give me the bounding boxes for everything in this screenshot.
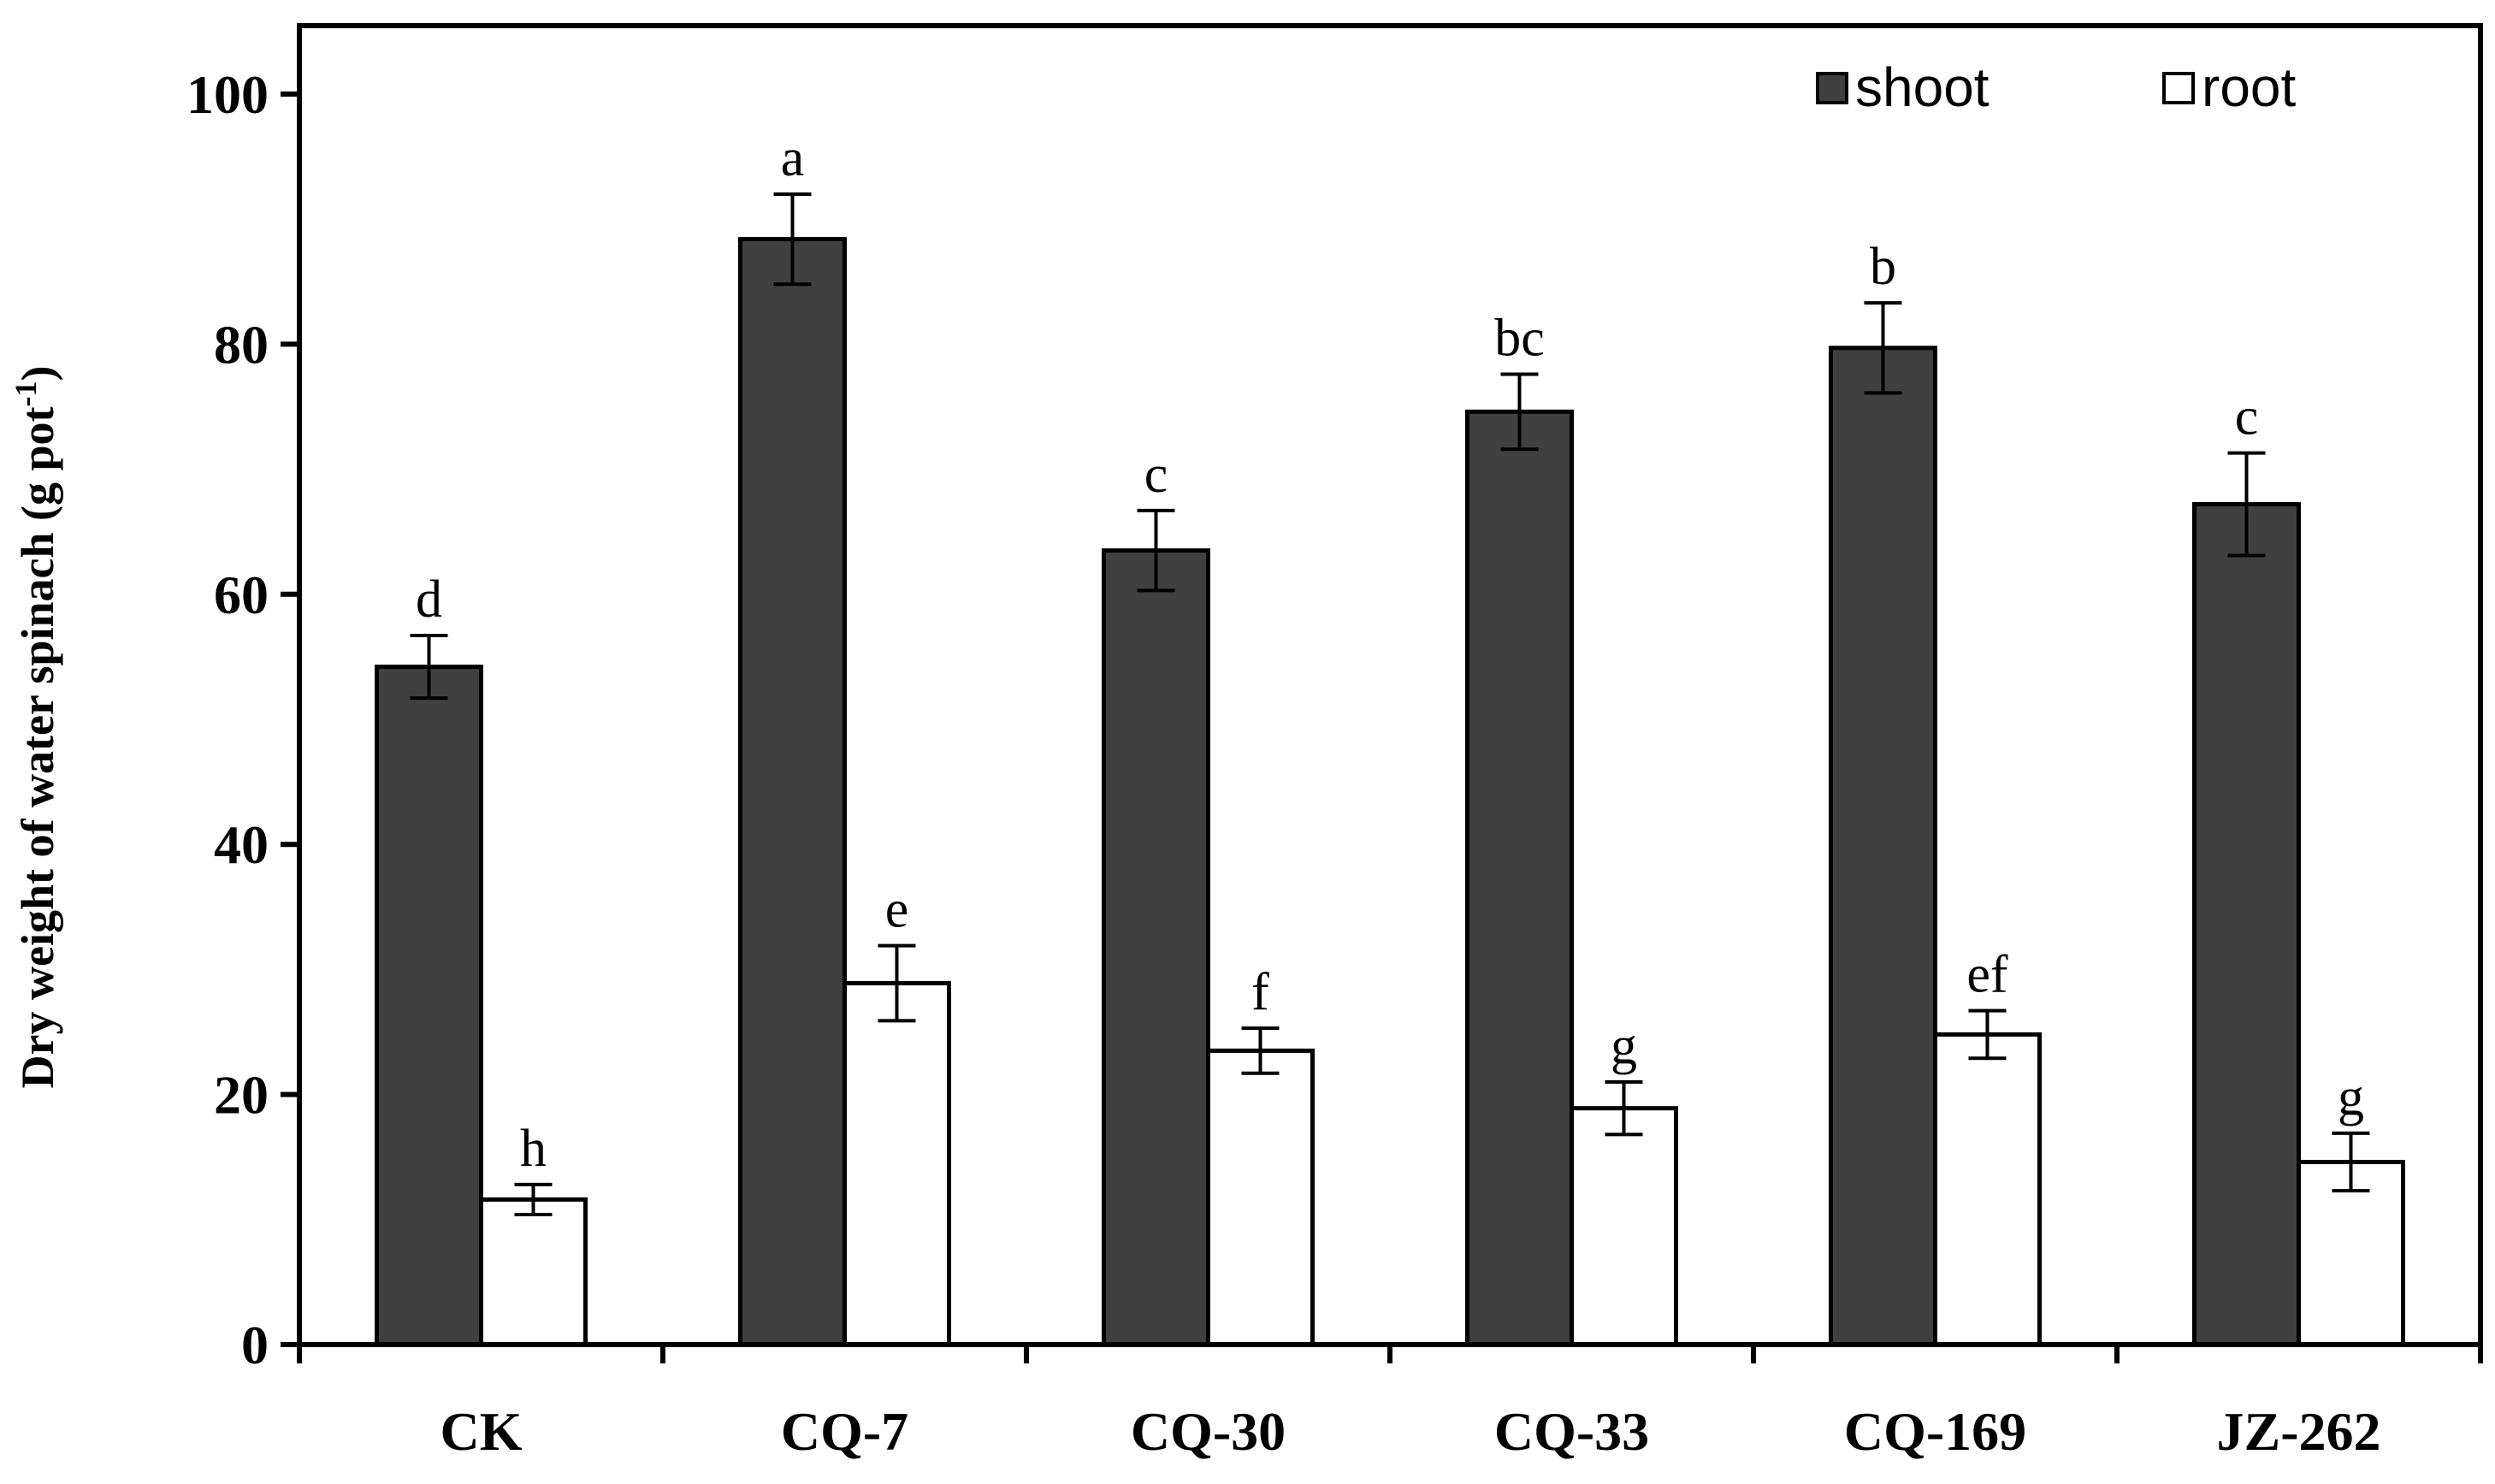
error-bar-shoot-cq-169 (1864, 301, 1902, 395)
y-axis-label-text: Dry weight of water spinach (g pot (12, 407, 63, 1089)
error-bar-root-jz-262 (2332, 1131, 2370, 1193)
x-tick-label-cq-7: CQ-7 (781, 1401, 908, 1462)
error-bars-layer (410, 192, 2370, 1216)
y-tick-label-100: 100 (186, 64, 269, 125)
y-tick-label-0: 0 (241, 1315, 269, 1375)
legend: shoot root (1816, 56, 2297, 118)
bar-shoot-cq-169 (1829, 346, 1937, 1347)
error-bar-root-ck (514, 1182, 553, 1216)
bars-layer (375, 237, 2405, 1347)
x-tick-label-jz-262: JZ-262 (2217, 1401, 2381, 1462)
legend-swatch-root (2162, 72, 2195, 104)
legend-label-shoot: shoot (1855, 56, 1989, 118)
error-bar-shoot-cq-33 (1500, 372, 1539, 452)
significance-letter-root-cq-169: ef (1966, 946, 2008, 1004)
x-tick-label-cq-169: CQ-169 (1844, 1401, 2026, 1462)
axes-layer: CK CQ-7 CQ-30 CQ-33 CQ-169 JZ-262 0 20 40 60 80 100 (186, 23, 2483, 1462)
error-bar-shoot-jz-262 (2227, 451, 2266, 558)
bar-root-ck (479, 1197, 588, 1347)
significance-letter-shoot-cq-169: b (1870, 238, 1896, 296)
bar-shoot-cq-33 (1465, 409, 1574, 1347)
significance-letter-shoot-cq-7: a (781, 129, 805, 187)
bar-root-cq-33 (1570, 1106, 1678, 1347)
error-bar-root-cq-33 (1605, 1079, 1643, 1137)
significance-letter-shoot-cq-33: bc (1494, 309, 1545, 367)
significance-letters-layer: d h a e c f bc g b ef c g (416, 129, 2364, 1178)
bar-root-cq-30 (1206, 1048, 1315, 1347)
y-tick-label-40: 40 (214, 814, 269, 875)
bar-shoot-jz-262 (2192, 502, 2301, 1347)
y-tick-label-60: 60 (214, 565, 269, 625)
y-axis-label: Dry weight of water spinach (g pot-1) (9, 366, 63, 1089)
x-tick-label-cq-33: CQ-33 (1494, 1401, 1649, 1462)
significance-letter-shoot-cq-30: c (1144, 446, 1168, 504)
significance-letter-root-ck: h (520, 1120, 547, 1178)
error-bar-root-cq-7 (878, 943, 916, 1023)
y-axis-label-superscript: -1 (9, 381, 43, 407)
error-bar-root-cq-30 (1241, 1026, 1280, 1075)
y-tick-label-20: 20 (214, 1065, 269, 1126)
error-bar-root-cq-169 (1968, 1008, 2007, 1061)
legend-label-root: root (2202, 56, 2297, 118)
bar-shoot-cq-30 (1102, 548, 1210, 1347)
error-bar-shoot-cq-7 (773, 192, 812, 287)
svg-text:Dry weight of water spinach (g: Dry weight of water spinach (g pot-1) (9, 366, 63, 1089)
y-axis-label-suffix: ) (12, 366, 63, 381)
error-bar-shoot-ck (410, 634, 448, 701)
bar-root-cq-7 (843, 980, 951, 1347)
x-tick-label-ck: CK (440, 1401, 523, 1462)
plot-frame (297, 23, 2483, 1347)
significance-letter-root-cq-7: e (885, 881, 909, 939)
significance-letter-shoot-ck: d (416, 571, 442, 629)
significance-letter-shoot-jz-262: c (2235, 388, 2259, 446)
error-bar-shoot-cq-30 (1137, 508, 1175, 593)
significance-letter-root-cq-33: g (1611, 1017, 1637, 1075)
bar-shoot-cq-7 (738, 237, 847, 1347)
significance-letter-root-jz-262: g (2338, 1068, 2364, 1126)
significance-letter-root-cq-30: f (1251, 963, 1269, 1021)
x-tick-label-cq-30: CQ-30 (1131, 1401, 1286, 1462)
bar-root-cq-169 (1933, 1032, 2042, 1347)
legend-swatch-shoot (1816, 72, 1848, 104)
y-tick-label-80: 80 (214, 314, 269, 375)
bar-shoot-ck (375, 665, 483, 1347)
